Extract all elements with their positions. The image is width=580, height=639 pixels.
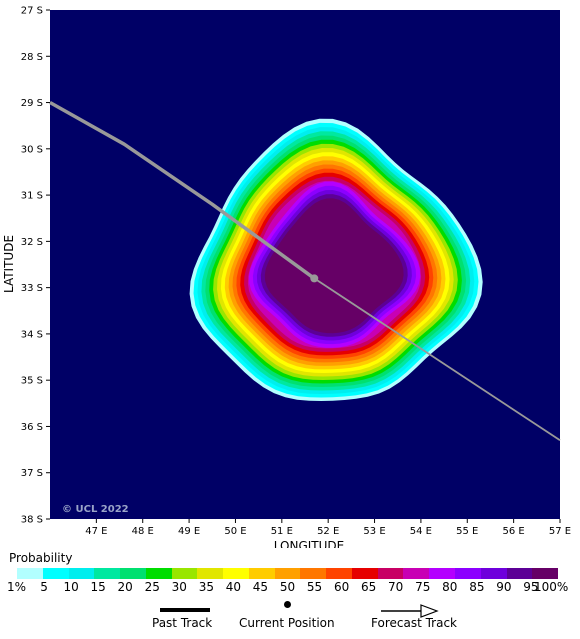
legend-swatch [42,568,69,579]
legend-value-label: 90 [496,580,512,594]
legend-value-label: 55 [306,580,323,594]
lon-tick-label: 56 E [503,526,525,537]
legend-swatch [171,568,198,579]
legend-swatch [248,568,275,579]
legend-swatch [377,568,404,579]
lat-tick-label: 29 S [21,98,43,109]
legend-swatch [506,568,533,579]
legend-value-label: 50 [279,580,296,594]
legend-value-label: 20 [117,580,133,594]
legend-value-label: 70 [388,580,404,594]
legend-value-label: 100% [534,580,569,594]
lat-tick-label: 32 S [21,237,43,248]
x-axis-title: LONGITUDE [274,539,344,548]
lat-tick-label: 30 S [21,144,43,155]
y-axis-title: LATITUDE [2,235,16,293]
legend-value-label: 80 [442,580,458,594]
legend-value-label: 35 [198,580,214,594]
legend-swatch [455,568,481,579]
legend-swatch [351,568,378,579]
legend-swatch [17,568,43,579]
lon-tick-label: 55 E [456,526,478,537]
legend-value-label: 5 [40,580,48,594]
current-position-key-label: Current Position [239,616,335,630]
copyright-notice: © UCL 2022 [62,504,129,515]
lon-tick-label: 57 E [549,526,571,537]
past-track-line [49,100,316,280]
legend-swatch [326,568,352,579]
current-position-marker [310,274,319,283]
lon-tick-label: 49 E [178,526,200,537]
probability-color-bar [17,568,559,579]
current-position-key-dot [284,601,291,608]
axis-ticks: 47 E 48 E 49 E 50 E 51 E 52 E 53 E 54 E 55 E 56 E… [21,6,571,538]
forecast-track-key-label: Forecast Track [371,616,457,630]
past-track-key-line [160,608,210,612]
legend-swatch [274,568,301,579]
legend-value-label: 45 [252,580,269,594]
lat-tick-label: 33 S [21,283,43,294]
legend-swatch [403,568,430,579]
legend-value-label: 30 [171,580,187,594]
legend-value-label: 10 [63,580,79,594]
legend-value-label: 75 [415,580,431,594]
lat-tick-label: 36 S [21,422,43,433]
legend-swatch [145,568,172,579]
legend-swatch [68,568,95,579]
legend-value-label: 65 [361,580,377,594]
past-track-key-label: Past Track [152,616,213,630]
legend-value-label: 60 [333,580,350,594]
lat-tick-label: 37 S [21,468,43,479]
lat-tick-label: 38 S [21,515,43,526]
probability-contour-100 [264,198,404,334]
lat-tick-label: 27 S [21,6,43,17]
legend-swatch [532,568,559,579]
lat-tick-label: 31 S [21,191,43,202]
lon-tick-label: 53 E [363,526,385,537]
legend-swatch [94,568,121,579]
legend-swatch [223,568,249,579]
storm-track [49,100,561,442]
lat-tick-label: 35 S [21,376,43,387]
lon-tick-label: 48 E [132,526,154,537]
legend-swatch [480,568,507,579]
probability-contours [189,118,483,401]
lon-tick-label: 54 E [410,526,432,537]
legend-value-label: 25 [144,580,160,594]
legend-swatch [197,568,224,579]
strike-probability-map: © UCL 2022 47 E 48 E 49 E 50 E 51 E 52 E 53 E 5… [2,6,571,549]
lon-tick-label: 51 E [271,526,293,537]
legend-title: Probability [9,551,73,565]
lon-tick-label: 50 E [224,526,246,537]
lat-tick-label: 28 S [21,52,43,63]
lon-tick-label: 52 E [317,526,339,537]
legend-value-label: 1% [7,580,27,594]
lon-tick-label: 47 E [85,526,107,537]
legend-swatch [300,568,327,579]
legend-value-label: 15 [90,580,106,594]
legend-swatch [429,568,456,579]
legend-swatch [120,568,146,579]
legend-value-label: 95 [523,580,539,594]
forecast-track-line [313,277,561,442]
forecast-track-key-arrow [381,604,439,618]
lat-tick-label: 34 S [21,329,43,340]
legend-value-label: 40 [225,580,242,594]
legend-value-label: 85 [469,580,485,594]
